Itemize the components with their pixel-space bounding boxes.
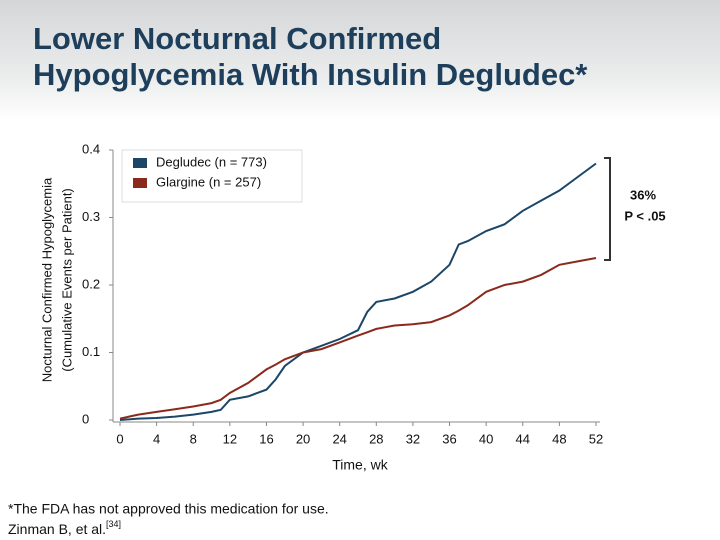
citation-text: Zinman B, et al. (8, 521, 106, 537)
y-label: Nocturnal Confirmed Hypoglycemia (39, 177, 54, 382)
title-line: Lower Nocturnal Confirmed (33, 21, 441, 56)
y-tick-label: 0.3 (82, 209, 100, 224)
x-tick-label: 40 (479, 431, 493, 446)
x-tick-label: 36 (442, 431, 456, 446)
y-tick-label: 0 (82, 411, 89, 426)
legend-label: Glargine (n = 257) (156, 174, 261, 189)
x-tick-label: 48 (552, 431, 566, 446)
x-tick-label: 16 (259, 431, 273, 446)
y-tick-label: 0.2 (82, 276, 100, 291)
x-tick-label: 32 (406, 431, 420, 446)
citation-ref: [34] (106, 519, 121, 529)
legend-swatch (133, 158, 147, 168)
y-tick-label: 0.4 (82, 141, 100, 156)
x-tick-label: 44 (516, 431, 530, 446)
x-tick-label: 20 (296, 431, 310, 446)
y-label: (Cumulative Events per Patient) (59, 188, 74, 372)
annotation: P < .05 (624, 208, 665, 223)
legend (121, 149, 303, 203)
legend-swatch (133, 178, 147, 188)
citation: Zinman B, et al.[34] (8, 519, 121, 536)
x-tick-label: 8 (190, 431, 197, 446)
y-tick-label: 0.1 (82, 344, 100, 359)
series-line (119, 257, 597, 420)
x-tick-label: 24 (332, 431, 346, 446)
x-tick-label: 12 (223, 431, 237, 446)
x-label: Time, wk (332, 457, 388, 473)
x-tick-label: 28 (369, 431, 383, 446)
annotation: 36% (630, 187, 656, 202)
title-line: Hypoglycemia With Insulin Degludec* (33, 57, 588, 92)
series-line (119, 162, 597, 421)
bracket (604, 157, 611, 261)
x-tick-label: 52 (589, 431, 603, 446)
legend-label: Degludec (n = 773) (156, 154, 267, 169)
x-tick-label: 0 (116, 431, 123, 446)
footnote: *The FDA has not approved this medicatio… (8, 501, 329, 517)
x-tick-label: 4 (153, 431, 160, 446)
